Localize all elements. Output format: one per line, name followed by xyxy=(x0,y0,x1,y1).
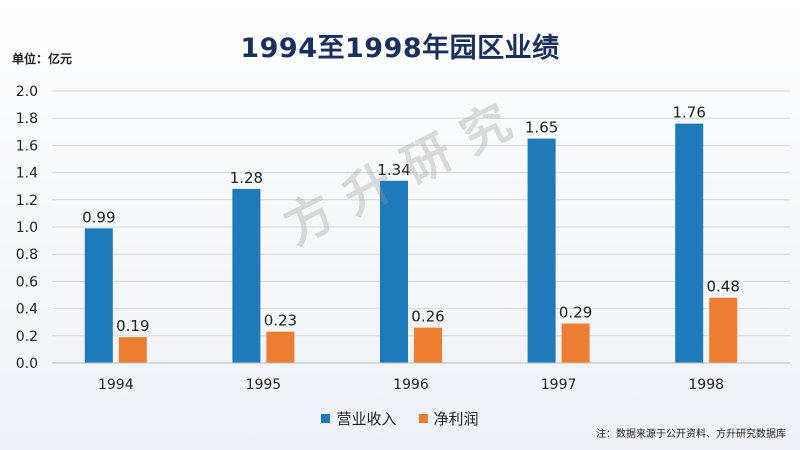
x-tick-label: 1994 xyxy=(98,377,134,393)
bar-revenue xyxy=(380,180,408,363)
legend-swatch-profit xyxy=(418,414,428,423)
bar-profit xyxy=(414,327,442,363)
y-tick-label: 2.0 xyxy=(16,84,38,100)
data-label: 0.29 xyxy=(559,304,592,322)
source-note: 注：数据来源于公开资料、方升研究数据库 xyxy=(596,429,786,440)
y-tick-label: 1.2 xyxy=(16,193,38,209)
legend-item-revenue: 营业收入 xyxy=(321,408,397,429)
bar-profit xyxy=(118,337,147,363)
chart-title: 1994至1998年园区业绩 xyxy=(240,33,560,64)
y-tick-label: 0.4 xyxy=(16,302,38,318)
bar-revenue xyxy=(675,123,704,363)
data-label: 0.48 xyxy=(706,278,739,296)
data-label: 0.99 xyxy=(82,208,115,226)
x-tick-label: 1995 xyxy=(246,377,282,393)
unit-label: 单位：亿元 xyxy=(12,52,73,66)
y-tick-label: 1.0 xyxy=(16,220,38,236)
y-tick-label: 1.8 xyxy=(16,111,38,127)
legend-label-profit: 净利润 xyxy=(433,410,479,428)
bar-revenue xyxy=(84,228,113,363)
bar-revenue xyxy=(527,138,556,363)
x-tick-label: 1998 xyxy=(688,377,724,393)
data-label: 0.23 xyxy=(264,312,297,330)
x-tick-label: 1996 xyxy=(393,377,429,393)
bar-profit xyxy=(266,331,295,363)
x-tick-label: 1997 xyxy=(541,377,577,393)
data-label: 1.28 xyxy=(230,169,263,187)
bar-revenue xyxy=(232,188,261,363)
chart-legend: 营业收入 净利润 xyxy=(0,408,800,429)
data-label: 1.76 xyxy=(672,104,705,122)
data-label: 1.34 xyxy=(377,161,410,179)
legend-swatch-revenue xyxy=(321,414,331,423)
legend-label-revenue: 营业收入 xyxy=(336,410,397,428)
legend-item-profit: 净利润 xyxy=(418,408,479,429)
bar-profit xyxy=(561,323,590,363)
y-tick-label: 0.6 xyxy=(16,274,38,290)
data-label: 0.26 xyxy=(411,308,444,326)
y-tick-label: 0.2 xyxy=(16,329,38,345)
y-tick-label: 1.4 xyxy=(16,166,38,182)
data-label: 1.65 xyxy=(525,119,558,137)
y-tick-label: 0.8 xyxy=(16,247,38,263)
data-label: 0.19 xyxy=(116,317,149,335)
y-tick-label: 1.6 xyxy=(16,138,38,154)
y-tick-label: 0.0 xyxy=(16,356,38,372)
bar-profit xyxy=(709,297,738,363)
